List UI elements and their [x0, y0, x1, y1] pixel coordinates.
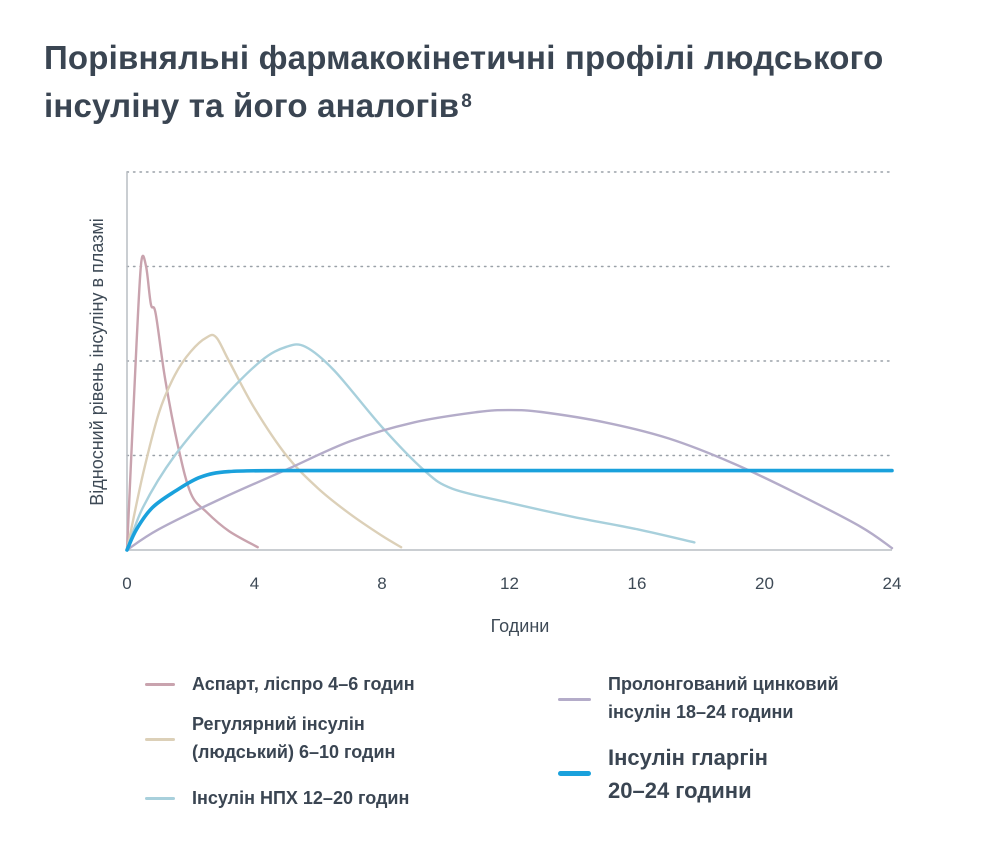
- chart-title-text: Порівняльні фармакокінетичні профілі люд…: [44, 39, 884, 124]
- chart-plot: 0 4 8 12 16 20 24 Години Відносний рівень інсулі…: [87, 171, 902, 636]
- legend-item-aspart: Аспарт, ліспро 4–6 годин: [145, 670, 505, 698]
- x-tick-label: 4: [250, 574, 259, 593]
- legend-swatch: [145, 738, 175, 741]
- legend-item-zinc: Пролонгований цинковий інсулін 18–24 год…: [558, 670, 958, 726]
- x-axis-title: Години: [491, 616, 550, 636]
- x-tick-label: 16: [628, 574, 647, 593]
- x-tick-label: 12: [500, 574, 519, 593]
- legend-swatch: [558, 698, 591, 701]
- series-regular-line: [125, 333, 403, 552]
- x-tick-label: 24: [883, 574, 902, 593]
- legend-label: Інсулін гларгін 20–24 години: [608, 745, 768, 803]
- legend-label: Пролонгований цинковий інсулін 18–24 год…: [608, 674, 839, 722]
- series-zinc-line: [125, 408, 894, 552]
- legend-label: Інсулін НПХ 12–20 годин: [192, 788, 410, 808]
- chart-title: Порівняльні фармакокінетичні профілі люд…: [44, 34, 944, 130]
- legend-swatch: [558, 771, 591, 776]
- legend-item-glargine: Інсулін гларгін 20–24 години: [558, 741, 958, 807]
- x-tick-label: 0: [122, 574, 131, 593]
- legend-swatch: [145, 683, 175, 686]
- x-tick-label: 20: [755, 574, 774, 593]
- series-aspart-line: [125, 254, 259, 552]
- x-tick-label: 8: [377, 574, 386, 593]
- y-axis-title: Відносний рівень інсуліну в плазмі: [87, 218, 107, 505]
- legend-item-regular: Регулярний інсулін (людський) 6–10 годин: [145, 710, 505, 766]
- legend-label: Аспарт, ліспро 4–6 годин: [192, 674, 415, 694]
- legend-swatch: [145, 797, 175, 800]
- series-glargine-line: [125, 468, 894, 552]
- legend-label: Регулярний інсулін (людський) 6–10 годин: [192, 714, 396, 762]
- series-nph-line: [125, 343, 696, 552]
- title-footnote: 8: [461, 91, 473, 112]
- legend-item-nph: Інсулін НПХ 12–20 годин: [145, 784, 505, 812]
